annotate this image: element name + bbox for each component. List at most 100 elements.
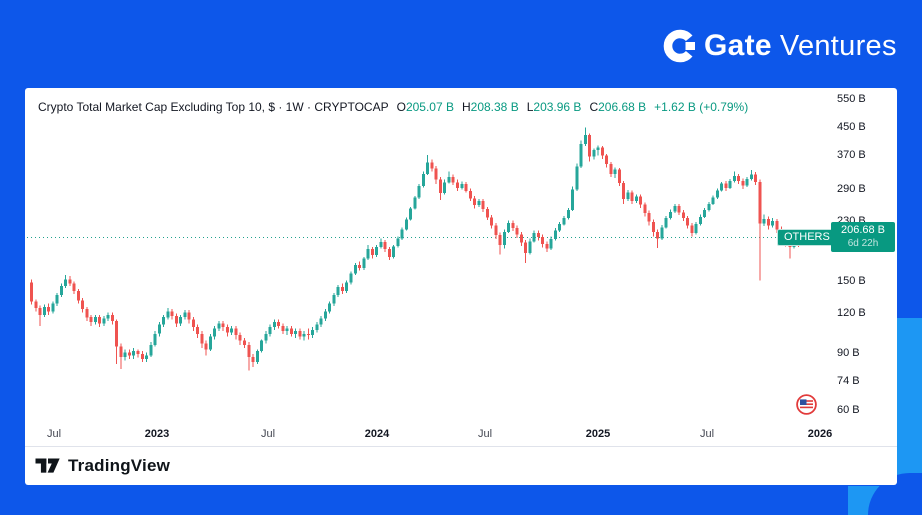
candle — [711, 195, 715, 206]
legend-title[interactable]: Crypto Total Market Cap Excluding Top 10… — [38, 100, 389, 114]
candle — [81, 298, 85, 313]
price-tick: 290 B — [837, 183, 866, 195]
candle — [745, 176, 749, 187]
candle — [260, 339, 264, 353]
candle — [426, 154, 430, 176]
series-label-badge[interactable]: OTHERS — [777, 229, 837, 246]
last-price-badge[interactable]: 206.68 B 6d 22h — [831, 222, 895, 252]
candle — [737, 173, 741, 185]
candlestick-plot[interactable] — [25, 88, 897, 446]
candle — [485, 206, 489, 220]
candle — [323, 309, 327, 321]
candle — [127, 349, 131, 359]
candle — [583, 127, 587, 147]
candle — [200, 331, 204, 348]
time-tick: Jul — [477, 428, 493, 440]
candle — [268, 324, 272, 337]
candle — [119, 343, 123, 369]
candle — [664, 215, 668, 229]
candle — [571, 186, 575, 212]
candle — [145, 352, 149, 363]
candle — [183, 310, 187, 320]
candle — [651, 219, 655, 237]
candle — [153, 331, 157, 347]
time-axis[interactable]: Jul 2023 Jul 2024 Jul 2025 Jul 2026 — [25, 424, 832, 446]
candle — [298, 328, 302, 340]
candle — [221, 320, 225, 332]
candle — [630, 190, 634, 205]
countdown-label: 6d 22h — [847, 238, 879, 249]
candle — [47, 303, 51, 315]
price-tick: 550 B — [837, 93, 866, 105]
candle — [115, 319, 119, 364]
candle — [698, 214, 702, 226]
price-tick: 450 B — [837, 121, 866, 133]
candle — [771, 218, 775, 228]
candle — [42, 304, 46, 318]
candle — [575, 163, 579, 191]
candle — [362, 256, 366, 270]
legend-low-label: L — [526, 100, 534, 114]
candle — [353, 263, 357, 276]
candle — [656, 229, 660, 248]
candle — [766, 216, 770, 230]
candle — [285, 325, 289, 336]
candle — [132, 348, 136, 359]
candle — [507, 220, 511, 234]
candle — [225, 324, 229, 337]
candle — [294, 328, 298, 338]
candle — [30, 279, 33, 305]
candle — [430, 159, 434, 172]
candle — [289, 325, 293, 337]
legend-open-value: 205.07 B — [405, 100, 454, 114]
candle — [170, 309, 174, 320]
candle — [541, 234, 545, 248]
candle — [724, 180, 728, 191]
candle — [302, 331, 306, 341]
price-tick: 90 B — [837, 347, 860, 359]
candle — [511, 220, 515, 232]
candle — [370, 247, 374, 259]
candle — [51, 301, 55, 314]
candle — [549, 236, 553, 250]
candle — [255, 349, 259, 364]
candle — [720, 181, 724, 192]
candle — [579, 140, 583, 168]
candle — [387, 247, 391, 260]
brand-logo: Gate Ventures — [663, 29, 897, 63]
candle — [434, 165, 438, 185]
candle — [340, 283, 344, 295]
candle — [626, 189, 630, 201]
axis-separator — [25, 446, 897, 447]
candle — [545, 241, 549, 253]
candle — [98, 314, 102, 328]
price-tick: 370 B — [837, 149, 866, 161]
candle — [643, 202, 647, 217]
candle — [375, 244, 379, 257]
time-tick: Jul — [699, 428, 715, 440]
candle — [93, 314, 97, 325]
candle — [204, 340, 208, 356]
candle — [588, 133, 592, 162]
candle — [166, 308, 170, 320]
tradingview-logo[interactable]: TradingView — [35, 451, 170, 481]
legend-open-label: O — [396, 100, 406, 114]
chart-card: Crypto Total Market Cap Excluding Top 10… — [25, 88, 897, 485]
us-flag-icon — [796, 394, 817, 415]
candle — [149, 342, 153, 358]
candle — [490, 215, 494, 229]
candle — [502, 229, 506, 249]
candle — [468, 188, 472, 201]
candle — [417, 184, 421, 199]
candle — [55, 293, 59, 306]
candle — [639, 194, 643, 208]
candle — [187, 310, 191, 324]
candle — [251, 354, 255, 368]
candle — [110, 312, 114, 325]
candle — [140, 351, 144, 363]
candle — [59, 283, 63, 298]
candle — [234, 325, 238, 340]
candle — [281, 323, 285, 334]
